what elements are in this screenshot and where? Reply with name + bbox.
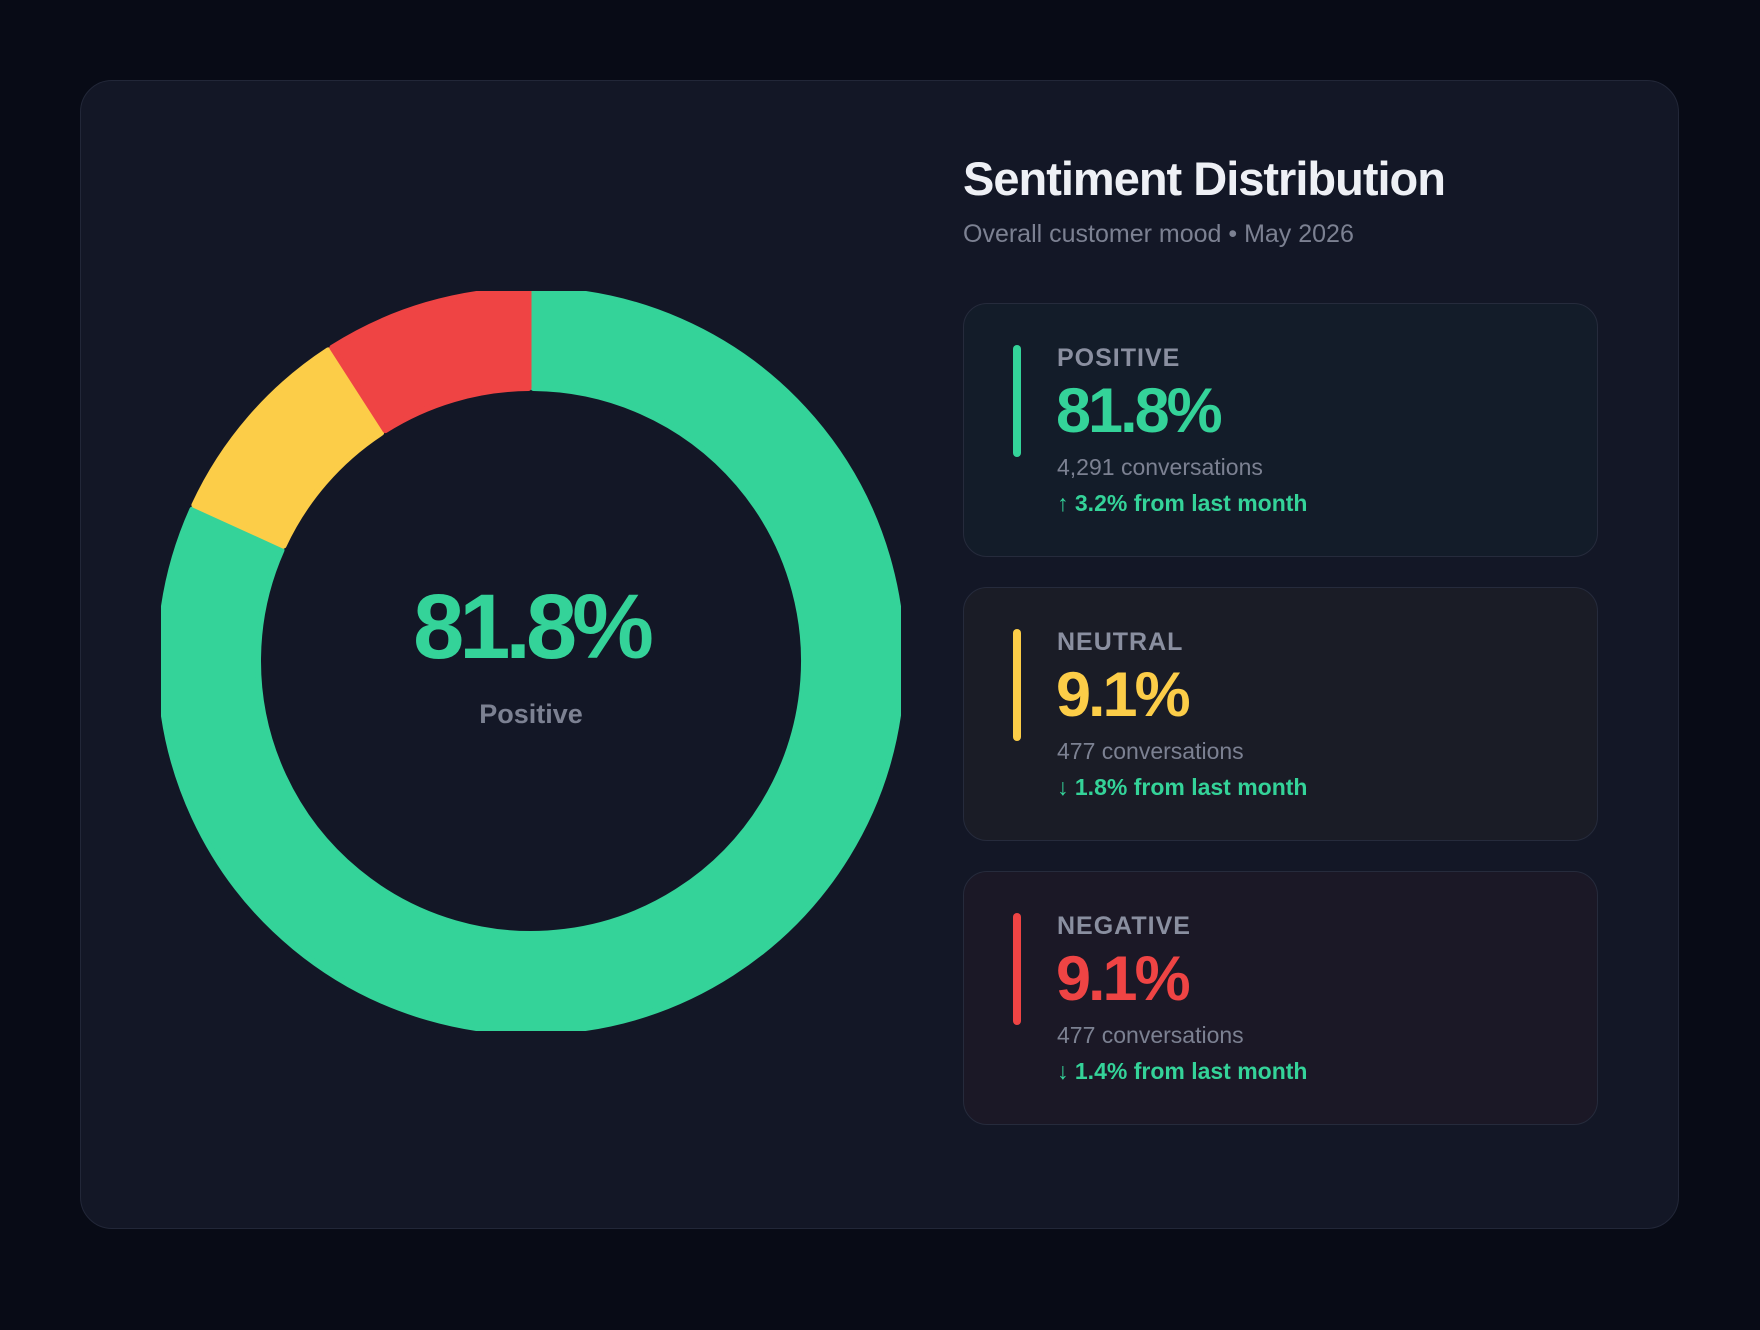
- stat-count: 477 conversations: [1057, 738, 1244, 764]
- center-label: Positive: [479, 699, 583, 729]
- chart-title: Sentiment Distribution: [963, 152, 1446, 205]
- stat-value: 81.8%: [1056, 376, 1223, 446]
- stat-change: ↓ 1.8% from last month: [1057, 774, 1308, 800]
- slice-positive: [161, 291, 901, 1031]
- stat-card-negative: NEGATIVE 9.1% 477 conversations ↓ 1.4% f…: [963, 871, 1598, 1125]
- chart-subtitle: Overall customer mood • May 2026: [963, 220, 1354, 248]
- stat-count: 477 conversations: [1057, 1022, 1244, 1048]
- stat-accent-bar: [1013, 345, 1021, 457]
- stat-count: 4,291 conversations: [1057, 454, 1263, 480]
- stat-label: POSITIVE: [1057, 344, 1181, 372]
- slice-negative: [329, 291, 532, 434]
- stat-card-positive: POSITIVE 81.8% 4,291 conversations ↑ 3.2…: [963, 303, 1598, 557]
- stat-card-neutral: NEUTRAL 9.1% 477 conversations ↓ 1.8% fr…: [963, 587, 1598, 841]
- stat-value: 9.1%: [1056, 944, 1191, 1014]
- sentiment-card: 81.8% Positive Sentiment Distribution Ov…: [80, 80, 1679, 1229]
- donut-chart: 81.8% Positive: [161, 291, 901, 1031]
- stat-change: ↑ 3.2% from last month: [1057, 490, 1308, 516]
- stat-label: NEGATIVE: [1057, 912, 1191, 940]
- stat-value: 9.1%: [1056, 660, 1191, 730]
- stat-label: NEUTRAL: [1057, 628, 1184, 656]
- stat-accent-bar: [1013, 629, 1021, 741]
- center-value: 81.8%: [413, 576, 654, 678]
- stat-change: ↓ 1.4% from last month: [1057, 1058, 1308, 1084]
- stat-accent-bar: [1013, 913, 1021, 1025]
- donut-svg: [161, 291, 901, 1031]
- slice-neutral: [191, 347, 385, 549]
